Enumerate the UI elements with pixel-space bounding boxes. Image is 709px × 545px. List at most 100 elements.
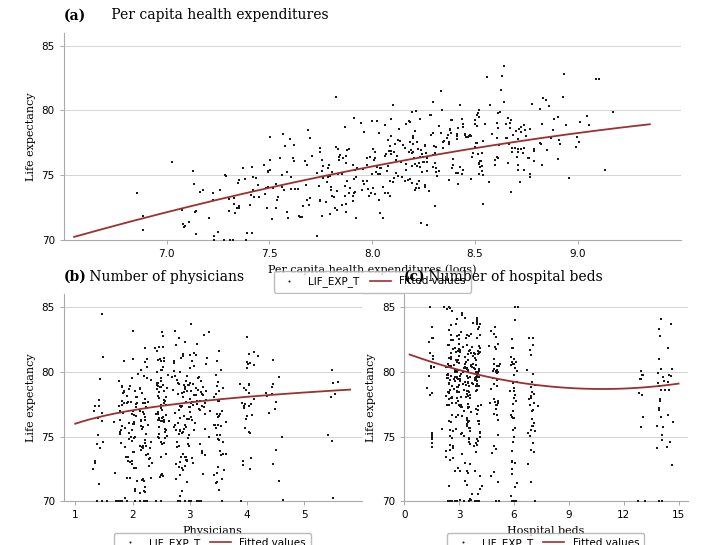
Point bbox=[118, 357, 130, 366]
Point bbox=[184, 364, 196, 372]
Point bbox=[203, 328, 215, 336]
Point bbox=[479, 120, 491, 129]
Point bbox=[418, 158, 430, 167]
Point bbox=[123, 434, 134, 443]
Point bbox=[96, 497, 108, 506]
Point bbox=[322, 431, 333, 439]
Point bbox=[349, 189, 360, 198]
Point bbox=[454, 467, 465, 476]
Point bbox=[421, 158, 432, 167]
Point bbox=[430, 158, 441, 167]
Point bbox=[150, 410, 162, 419]
Point bbox=[315, 147, 326, 156]
Point bbox=[126, 426, 138, 435]
Point bbox=[451, 355, 462, 364]
Point bbox=[454, 101, 466, 110]
Point bbox=[174, 334, 185, 343]
Point bbox=[452, 374, 464, 383]
Point bbox=[97, 438, 108, 446]
Point bbox=[179, 421, 191, 429]
Point bbox=[248, 394, 259, 403]
Point bbox=[548, 115, 559, 124]
Point bbox=[351, 214, 362, 222]
Point bbox=[421, 384, 432, 392]
Point bbox=[537, 94, 549, 102]
Point bbox=[182, 372, 193, 381]
Point bbox=[463, 374, 474, 383]
Point bbox=[526, 388, 537, 397]
Point bbox=[452, 368, 463, 377]
Point bbox=[490, 497, 501, 506]
Point bbox=[152, 382, 163, 390]
Point bbox=[654, 395, 666, 403]
Point bbox=[662, 377, 674, 386]
Point bbox=[247, 163, 258, 172]
Point bbox=[126, 409, 138, 418]
Point bbox=[128, 411, 140, 420]
Point bbox=[454, 377, 466, 385]
Point bbox=[509, 497, 520, 506]
Point bbox=[242, 360, 253, 369]
Point bbox=[213, 397, 224, 406]
Point bbox=[460, 381, 471, 390]
Point bbox=[461, 341, 472, 349]
Point bbox=[471, 320, 483, 329]
Point bbox=[470, 373, 481, 382]
Point bbox=[284, 135, 295, 143]
Point bbox=[113, 402, 124, 410]
Point bbox=[352, 164, 363, 173]
Point bbox=[131, 393, 143, 402]
Point bbox=[163, 417, 174, 426]
Point bbox=[491, 365, 503, 374]
Point bbox=[350, 166, 361, 174]
Point bbox=[155, 374, 167, 383]
Point bbox=[450, 368, 461, 377]
Point bbox=[474, 428, 485, 437]
Point bbox=[116, 422, 128, 431]
Point bbox=[552, 154, 563, 163]
Point bbox=[170, 475, 182, 484]
Point bbox=[267, 390, 278, 398]
Point bbox=[490, 497, 501, 506]
Point bbox=[171, 426, 182, 435]
Point bbox=[412, 161, 423, 170]
Point bbox=[136, 443, 147, 452]
Point bbox=[491, 445, 502, 453]
Point bbox=[476, 167, 487, 175]
Point bbox=[382, 189, 393, 197]
Point bbox=[177, 392, 188, 401]
Point bbox=[177, 487, 188, 495]
Point bbox=[453, 180, 464, 189]
Point bbox=[212, 378, 223, 386]
Point bbox=[96, 310, 108, 319]
Point bbox=[187, 167, 199, 175]
Point bbox=[426, 443, 437, 451]
Point bbox=[126, 457, 138, 465]
Point bbox=[111, 497, 122, 506]
Point bbox=[216, 365, 227, 374]
Point bbox=[94, 375, 106, 384]
Point bbox=[446, 434, 457, 443]
Point bbox=[199, 451, 211, 459]
Point bbox=[443, 130, 454, 139]
Point bbox=[386, 115, 397, 124]
Point bbox=[496, 72, 508, 81]
Point bbox=[477, 200, 489, 209]
Point bbox=[637, 371, 648, 379]
Y-axis label: Life expectancy: Life expectancy bbox=[26, 92, 36, 180]
Point bbox=[530, 427, 541, 435]
Point bbox=[442, 387, 454, 396]
Point bbox=[178, 387, 189, 396]
Point bbox=[214, 410, 225, 419]
Point bbox=[444, 388, 455, 397]
Point bbox=[119, 398, 130, 407]
Point bbox=[261, 184, 272, 192]
Point bbox=[449, 344, 460, 353]
Point bbox=[189, 208, 201, 217]
Point bbox=[262, 392, 273, 401]
Point bbox=[344, 183, 355, 192]
Point bbox=[182, 433, 194, 442]
Point bbox=[190, 350, 201, 359]
Point bbox=[474, 433, 486, 441]
Point bbox=[186, 387, 197, 396]
